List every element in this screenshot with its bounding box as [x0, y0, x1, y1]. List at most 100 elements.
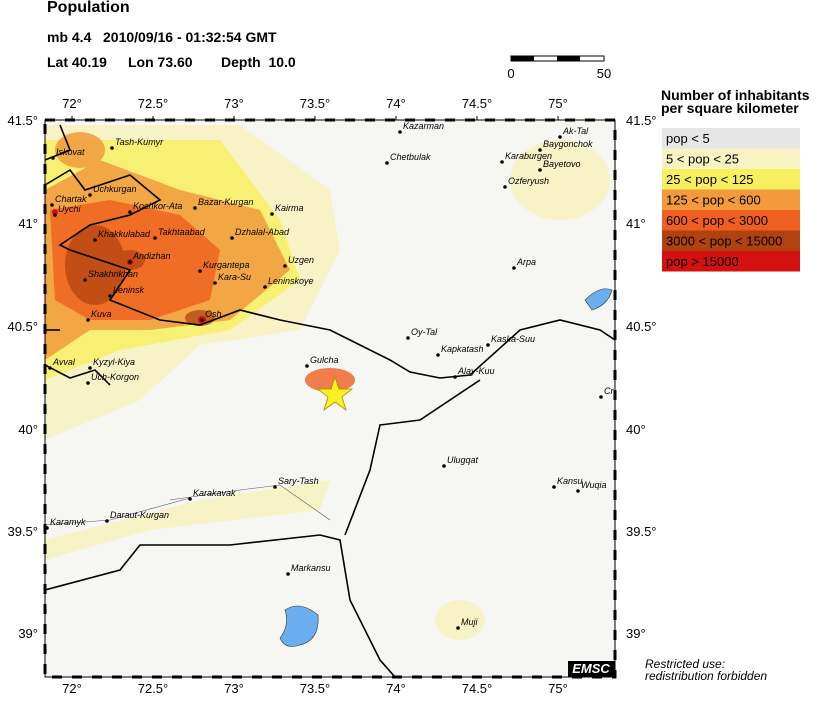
city-dot: [128, 210, 132, 214]
city-label: Gulcha: [310, 355, 339, 365]
legend-label: 3000 < pop < 15000: [666, 234, 782, 249]
city-dot: [453, 375, 457, 379]
latitude: Lat 40.19: [47, 54, 107, 70]
city-dot: [283, 264, 287, 268]
city-label: Takhtaabad: [158, 227, 206, 237]
city-label: Kairma: [275, 203, 304, 213]
city-dot: [198, 269, 202, 273]
city-label: Uch-Korgon: [91, 372, 139, 382]
city-label: Oy-Tal: [411, 327, 438, 337]
legend-swatch: [662, 169, 800, 190]
lat-label-left: 40.5°: [7, 319, 38, 334]
city-dot: [51, 156, 55, 160]
city-dot: [456, 626, 460, 630]
city-dot: [442, 464, 446, 468]
city-label: Wuqia: [581, 480, 607, 490]
city-label: Leninsk: [113, 285, 145, 295]
city-dot: [385, 161, 389, 165]
city-label: Andizhan: [132, 251, 171, 261]
city-dot: [270, 212, 274, 216]
city-label: Khakkulabad: [98, 229, 151, 239]
lon-label-top: 73°: [224, 96, 244, 111]
city-label: Avval: [52, 357, 76, 367]
city-label: Iskovat: [56, 147, 85, 157]
lat-label-left: 40°: [18, 422, 38, 437]
city-label: Karaburgen: [505, 151, 552, 161]
lat-label-right: 41.5°: [626, 113, 657, 128]
city-label: Leninskoye: [268, 276, 314, 286]
city-label: Shakhrikhan: [88, 269, 138, 279]
city-label: Dzhalal-Abad: [235, 227, 290, 237]
datetime: 2010/09/16 - 01:32:54 GMT: [103, 29, 277, 45]
city-dot: [273, 485, 277, 489]
lon-label-top: 72.5°: [138, 96, 169, 111]
city-dot: [286, 572, 290, 576]
city-label: Kara-Su: [218, 272, 251, 282]
city-label: Uchkurgan: [93, 184, 137, 194]
city-dot: [538, 168, 542, 172]
city-dot: [436, 353, 440, 357]
scale-bar: [510, 55, 605, 62]
lat-label-left: 41.5°: [7, 113, 38, 128]
legend-swatch: [662, 148, 800, 169]
city-label: Kurgantepa: [203, 260, 250, 270]
city-label: Baygonchok: [543, 139, 593, 149]
city-dot: [486, 343, 490, 347]
city-dot: [105, 519, 109, 523]
city-dot: [406, 336, 410, 340]
city-label: Uychi: [58, 204, 82, 214]
city-dot: [213, 281, 217, 285]
city-label: Bazar-Kurgan: [198, 197, 253, 207]
city-dot: [503, 185, 507, 189]
city-dot: [398, 130, 402, 134]
legend-label: 5 < pop < 25: [666, 152, 739, 167]
scale-start: 0: [507, 66, 514, 81]
city-label: Alay-Kuu: [457, 366, 495, 376]
legend-label: 25 < pop < 125: [666, 172, 753, 187]
brand-box: [568, 661, 615, 677]
city-dot: [110, 146, 114, 150]
lat-label-right: 41°: [626, 216, 646, 231]
city-dot: [576, 489, 580, 493]
city-label: Uzgen: [288, 255, 314, 265]
city-dot: [53, 213, 57, 217]
magnitude: mb 4.4: [47, 29, 92, 45]
city-dot: [200, 318, 204, 322]
lat-label-left: 41°: [18, 216, 38, 231]
city-label: Chetbulak: [390, 152, 431, 162]
city-dot: [599, 395, 603, 399]
lat-label-left: 39°: [18, 626, 38, 641]
city-dot: [153, 236, 157, 240]
epicenter: [316, 375, 354, 412]
city-dot: [88, 193, 92, 197]
city-dot: [48, 366, 52, 370]
city-label: Daraut-Kurgan: [110, 510, 169, 520]
city-label: Kyzyl-Kiya: [93, 357, 135, 367]
legend-label: 600 < pop < 3000: [666, 213, 768, 228]
city-label: Cr: [604, 386, 614, 396]
lon-label-top: 73.5°: [300, 96, 331, 111]
city-label: Kazarman: [403, 121, 444, 131]
city-dot: [558, 135, 562, 139]
city-label: Bayetovo: [543, 159, 581, 169]
city-dot: [83, 278, 87, 282]
city-dot: [305, 364, 309, 368]
city-dot: [108, 294, 112, 298]
lat-label-right: 39°: [626, 626, 646, 641]
city-dot: [500, 160, 504, 164]
legend-subtitle: per square kilometer: [661, 100, 799, 116]
lat-label-right: 39.5°: [626, 524, 657, 539]
city-dot: [538, 148, 542, 152]
city-label: Chartak: [55, 194, 87, 204]
city-dot: [552, 485, 556, 489]
lon-label-top: 74.5°: [462, 96, 493, 111]
depth: Depth 10.0: [221, 54, 296, 70]
city-dot: [230, 236, 234, 240]
lon-label-top: 72°: [62, 96, 82, 111]
legend-label: 125 < pop < 600: [666, 193, 761, 208]
city-dot: [50, 203, 54, 207]
city-label: Tash-Kumyr: [115, 137, 164, 147]
city-dot: [512, 266, 516, 270]
lon-label-bottom: 72.5°: [138, 681, 169, 696]
